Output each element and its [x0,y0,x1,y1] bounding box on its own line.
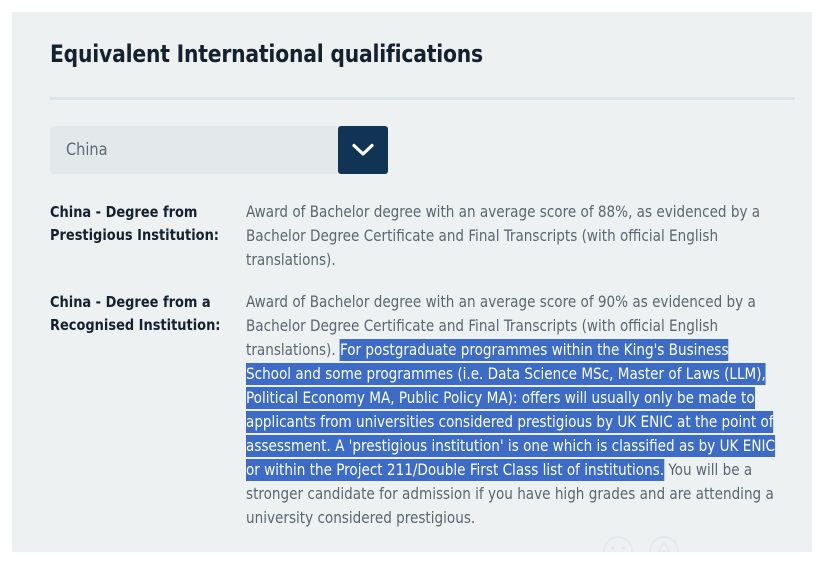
description-segment: Award of Bachelor degree with an average… [246,201,761,269]
country-select-field[interactable]: China [50,125,338,174]
qualifications-card: Equivalent International qualifications … [12,12,812,552]
description-segment: Award of Bachelor degree with an average… [246,291,756,359]
qualification-term: China - Degree from a Recognised Institu… [50,292,221,335]
qualification-description: Award of Bachelor degree with an average… [246,200,775,272]
title-divider [50,96,795,100]
country-select-value: China [66,139,108,160]
country-select[interactable]: China [50,125,388,174]
wechat-watermark-icon [592,534,722,552]
country-select-toggle-button[interactable] [338,125,388,174]
description-segment: You will be a stronger candidate for adm… [246,459,774,527]
qualification-row: China - Degree from Prestigious Institut… [50,200,800,272]
chevron-down-icon [352,143,374,157]
page-title: Equivalent International qualifications [50,40,483,68]
qualification-term: China - Degree from Prestigious Institut… [50,202,219,245]
qualifications-list: China - Degree from Prestigious Institut… [50,200,800,530]
qualification-row: China - Degree from a Recognised Institu… [50,290,800,530]
card-content: Equivalent International qualifications … [12,12,812,530]
qualification-description: Award of Bachelor degree with an average… [246,290,775,530]
